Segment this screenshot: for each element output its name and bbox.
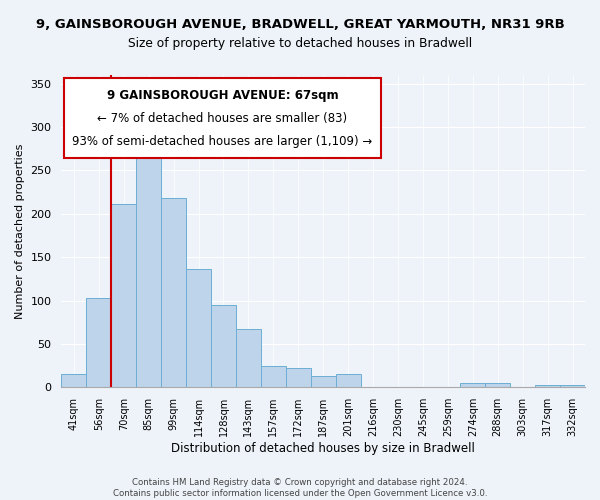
Bar: [286, 368, 311, 388]
Text: ← 7% of detached houses are smaller (83): ← 7% of detached houses are smaller (83): [97, 112, 347, 125]
Text: 9 GAINSBOROUGH AVENUE: 67sqm: 9 GAINSBOROUGH AVENUE: 67sqm: [107, 89, 338, 102]
Y-axis label: Number of detached properties: Number of detached properties: [15, 144, 25, 319]
Bar: [560, 384, 585, 388]
Bar: [311, 376, 335, 388]
Bar: [535, 384, 560, 388]
Bar: [61, 374, 86, 388]
Bar: [236, 329, 261, 388]
Bar: [485, 383, 510, 388]
Bar: [335, 374, 361, 388]
Bar: [460, 383, 485, 388]
Bar: [211, 305, 236, 388]
X-axis label: Distribution of detached houses by size in Bradwell: Distribution of detached houses by size …: [171, 442, 475, 455]
Text: 9, GAINSBOROUGH AVENUE, BRADWELL, GREAT YARMOUTH, NR31 9RB: 9, GAINSBOROUGH AVENUE, BRADWELL, GREAT …: [35, 18, 565, 30]
Bar: [111, 204, 136, 388]
Bar: [261, 366, 286, 388]
Text: Contains HM Land Registry data © Crown copyright and database right 2024.
Contai: Contains HM Land Registry data © Crown c…: [113, 478, 487, 498]
FancyBboxPatch shape: [64, 78, 381, 158]
Bar: [186, 270, 211, 388]
Text: Size of property relative to detached houses in Bradwell: Size of property relative to detached ho…: [128, 38, 472, 51]
Bar: [86, 298, 111, 388]
Bar: [161, 198, 186, 388]
Text: 93% of semi-detached houses are larger (1,109) →: 93% of semi-detached houses are larger (…: [72, 135, 373, 148]
Bar: [136, 146, 161, 388]
